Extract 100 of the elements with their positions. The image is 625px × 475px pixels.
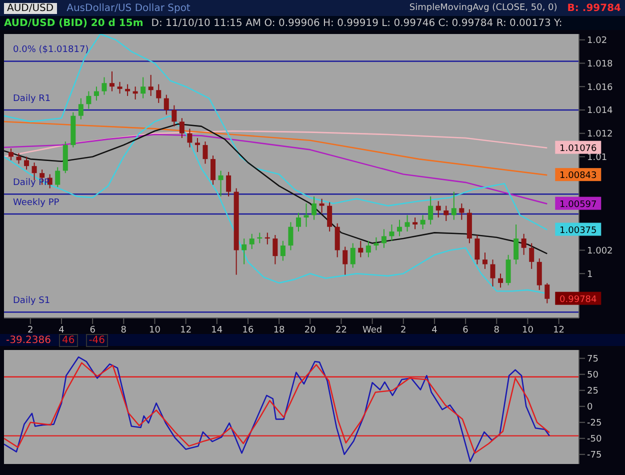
candlestick: [358, 240, 364, 258]
candlestick: [459, 202, 464, 220]
candlestick: [451, 191, 456, 220]
candlestick: [312, 196, 317, 220]
text: B: .99784: [567, 2, 621, 14]
data-label: 1.00597: [560, 200, 597, 210]
candlestick: [436, 200, 441, 218]
candlestick: [374, 236, 379, 251]
candlestick: [86, 90, 92, 110]
x-tick-label: 2: [28, 325, 34, 336]
y-tick-label: 1.018: [587, 59, 614, 70]
x-tick-label: 18: [273, 325, 286, 336]
candlestick: [8, 148, 14, 161]
candlestick: [218, 170, 224, 197]
candlestick: [194, 138, 200, 153]
text: AusDollar/US Dollar Spot: [66, 2, 190, 14]
candlestick: [156, 84, 162, 104]
x-tick-label: 10: [149, 325, 161, 336]
ref-line-label: 0.0% ($1.01817): [13, 45, 89, 56]
candlestick: [24, 156, 30, 170]
candlestick: [544, 282, 550, 304]
candlestick: [288, 222, 294, 251]
x-tick-label: 4: [58, 325, 65, 336]
candlestick: [249, 233, 254, 250]
candlestick: [148, 74, 154, 96]
x-tick-label: 8: [120, 325, 127, 336]
candlestick: [226, 171, 232, 197]
candlestick: [16, 152, 22, 164]
candlestick: [319, 198, 324, 214]
x-tick-label: 4: [432, 325, 438, 336]
x-tick-label: 12: [180, 325, 192, 336]
chart-title: AUD/USD (BID) 20 d 15m: [4, 18, 144, 28]
text: SimpleMovingAvg (CLOSE, 50, 0): [409, 3, 558, 13]
text: AUD/USD: [4, 2, 57, 14]
candlestick: [342, 246, 348, 276]
candlestick: [334, 222, 340, 258]
candlestick: [404, 214, 410, 232]
x-tick-label: Wed: [362, 325, 382, 336]
x-tick-label: 12: [553, 325, 565, 336]
x-tick-label: 22: [336, 325, 347, 336]
candlestick: [474, 234, 480, 265]
y-tick-label: 1.002: [587, 246, 613, 256]
candlestick: [498, 273, 504, 288]
candlestick: [482, 252, 488, 270]
candlestick: [272, 234, 278, 265]
data-label: 1.00375: [560, 226, 597, 236]
candlestick: [117, 81, 122, 94]
candlestick: [428, 196, 434, 225]
candlestick: [381, 228, 386, 248]
candlestick: [94, 86, 99, 102]
candlestick: [327, 202, 332, 232]
candlestick: [102, 76, 107, 96]
candlestick: [304, 202, 309, 228]
candlestick: [412, 216, 418, 230]
candlestick: [280, 240, 286, 262]
candlestick: [521, 233, 526, 256]
x-tick-label: 8: [494, 325, 500, 336]
candlestick: [78, 98, 84, 120]
x-tick-label: 10: [522, 325, 534, 336]
candlestick: [210, 155, 216, 186]
candlestick: [529, 242, 534, 270]
y-tick-label: -50: [587, 434, 602, 445]
candlestick: [350, 242, 356, 268]
candlestick: [187, 128, 192, 148]
candlestick: [536, 258, 542, 290]
ref-line-label: Daily R1: [13, 94, 51, 104]
candlestick: [296, 212, 301, 232]
candlestick: [366, 240, 371, 258]
x-tick-label: 14: [211, 325, 223, 336]
y-tick-label: -75: [587, 450, 602, 461]
candlestick: [125, 84, 130, 96]
y-tick-label: -25: [587, 418, 602, 429]
candlestick: [389, 224, 394, 242]
ref-line-label: -46: [86, 334, 108, 346]
candlestick: [172, 104, 177, 127]
x-tick-label: 16: [242, 325, 254, 336]
x-tick-label: 6: [462, 325, 469, 336]
candlestick: [514, 224, 519, 265]
annotation: 0.99784: [560, 294, 598, 305]
candlestick: [202, 141, 208, 164]
chart-subtitle: D: 11/10/10 11:15 AM O: 0.99906 H: 0.99919 L: 0.99746 C: 0.99784 R: 0.00173 Y:: [151, 18, 562, 28]
candlestick: [179, 118, 184, 139]
y-tick-label: 25: [587, 386, 598, 397]
y-tick-label: 50: [587, 370, 599, 381]
x-tick-label: 20: [304, 325, 316, 336]
text: -39.2386: [6, 334, 51, 346]
y-tick-label: 1.01: [587, 152, 608, 163]
x-tick-label: 6: [90, 325, 96, 336]
candlestick: [444, 205, 449, 222]
candlestick: [397, 219, 402, 237]
data-label: 1.01076: [560, 144, 598, 154]
y-tick-label: 0: [587, 402, 593, 413]
candlestick: [506, 254, 511, 286]
x-tick-label: 2: [400, 325, 406, 336]
candlestick: [140, 76, 146, 99]
candlestick: [242, 238, 247, 265]
candlestick: [420, 214, 426, 230]
candlestick: [55, 166, 60, 188]
ref-line-label: 46: [58, 334, 78, 346]
candlestick: [164, 94, 169, 116]
